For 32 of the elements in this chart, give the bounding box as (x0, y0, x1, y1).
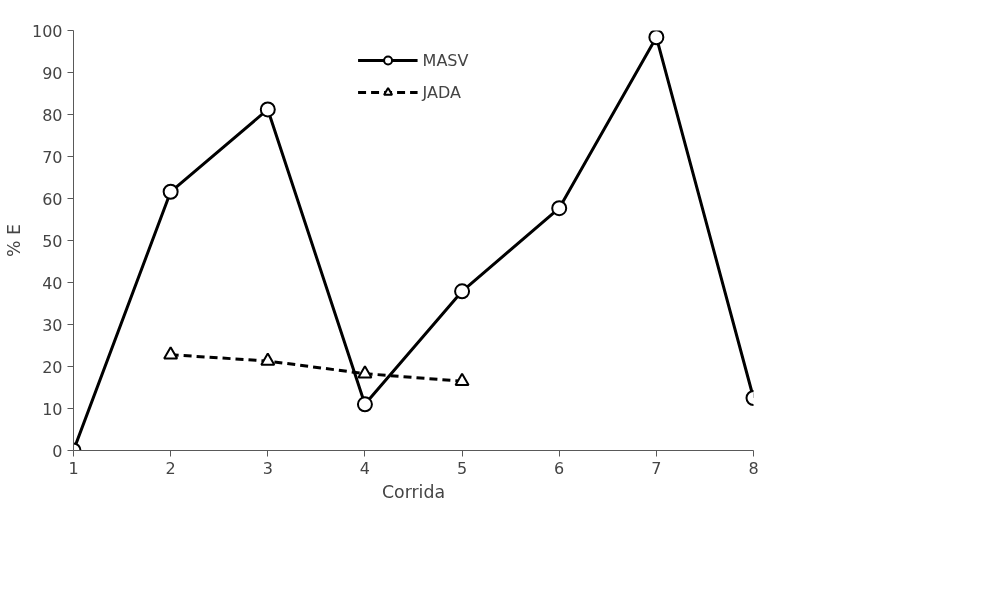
x-tick-label: 8 (748, 458, 759, 478)
y-tick-label: 0 (52, 441, 63, 461)
y-tick-label: 50 (42, 231, 63, 251)
y-tick-label: 40 (42, 273, 63, 293)
point (163, 346, 179, 360)
x-tick-label: 3 (262, 458, 273, 478)
point (260, 352, 276, 366)
legend-label: JADA (422, 82, 461, 102)
y-axis-title: % E (3, 224, 24, 257)
y-tick-label: 60 (42, 189, 63, 209)
point (162, 183, 179, 200)
y-tick-label: 10 (42, 399, 63, 419)
x-tick-label: 1 (68, 458, 79, 478)
x-tick-label: 6 (554, 458, 565, 478)
x-tick-label: 7 (651, 458, 662, 478)
x-tick-label: 4 (359, 458, 371, 478)
point (648, 30, 665, 46)
x-tick-label: 2 (165, 458, 176, 478)
y-tick-label: 80 (42, 105, 63, 125)
point (551, 200, 568, 217)
point (454, 372, 470, 386)
legend-label: MASV (422, 50, 469, 70)
x-tick-label: 5 (456, 458, 468, 478)
y-tick-label: 70 (42, 147, 63, 167)
x-axis-title: Corrida (381, 481, 446, 502)
y-tick-label: 90 (42, 63, 63, 83)
point (357, 365, 373, 379)
point (259, 101, 276, 118)
y-tick-label: 100 (31, 21, 63, 41)
point (454, 283, 471, 300)
y-tick-label: 20 (42, 357, 63, 377)
y-tick-label: 30 (42, 315, 63, 335)
